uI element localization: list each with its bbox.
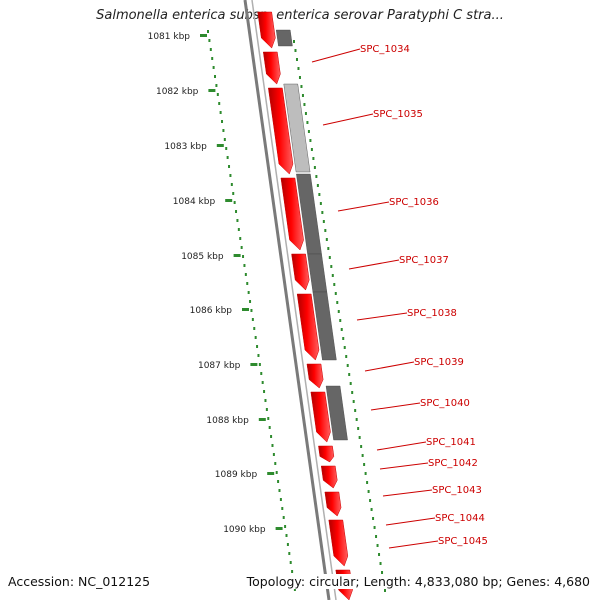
forward-gene-1 (257, 11, 276, 49)
forward-gene-12 (328, 519, 349, 567)
forward-gene-10 (320, 465, 338, 489)
forward-gene-2 (262, 51, 281, 85)
scale-tick (233, 254, 241, 257)
topology-info: Topology: circular; Length: 4,833,080 bp… (246, 574, 590, 589)
forward-gene-8 (310, 391, 331, 443)
gene-label: SPC_1039 (414, 357, 464, 368)
gene-label: SPC_1045 (438, 536, 488, 547)
genome-title: Salmonella enterica subsp. enterica sero… (96, 8, 504, 23)
scale-tick (258, 418, 266, 421)
gene-label: SPC_1035 (373, 109, 423, 120)
gene-leader-line (356, 312, 408, 321)
gene-block-6 (325, 385, 348, 441)
gene-label: SPC_1038 (407, 308, 457, 319)
scale-label: 1082 kbp (156, 87, 199, 97)
scale-tick (242, 308, 249, 311)
gene-label: SPC_1044 (435, 513, 485, 524)
scale-label: 1090 kbp (223, 525, 266, 535)
backbone-outer (243, 0, 331, 600)
gene-leader-line (388, 540, 439, 549)
gene-label: SPC_1036 (389, 197, 439, 208)
gene-leader-line (322, 113, 374, 126)
gene-leader-line (337, 201, 390, 212)
scale-tick (216, 144, 224, 147)
gene-label: SPC_1043 (432, 485, 482, 496)
gc-dots-outer (293, 40, 387, 592)
gene-leader-line (370, 402, 421, 411)
scale-tick (267, 472, 275, 475)
gene-block-1 (275, 29, 293, 47)
gene-leader-line (376, 441, 427, 451)
forward-gene-6 (296, 293, 320, 361)
gene-leader-line (382, 489, 433, 497)
gene-leader-line (311, 48, 361, 63)
gene-block-5 (312, 291, 337, 361)
scale-tick (225, 199, 233, 202)
backbone-inner (251, 0, 337, 600)
scale-label: 1086 kbp (190, 306, 233, 316)
scale-label: 1089 kbp (215, 470, 258, 480)
scale-tick (200, 34, 207, 37)
gene-label: SPC_1034 (360, 44, 410, 55)
gene-block-2 (283, 83, 311, 173)
scale-tick (250, 363, 258, 366)
gene-leader-line (379, 462, 429, 470)
gene-leader-line (364, 361, 415, 372)
forward-gene-7 (306, 363, 324, 389)
forward-gene-4 (280, 177, 304, 251)
gene-leader-line (385, 517, 436, 526)
scale-tick (275, 527, 283, 530)
forward-gene-3 (268, 87, 294, 175)
gene-label: SPC_1037 (399, 255, 449, 266)
scale-label: 1088 kbp (206, 416, 249, 426)
gene-label: SPC_1042 (428, 458, 478, 469)
scale-label: 1087 kbp (198, 361, 241, 371)
scale-tick (208, 89, 216, 92)
gene-label: SPC_1041 (426, 437, 476, 448)
gene-leader-line (348, 259, 400, 270)
scale-label: 1085 kbp (181, 252, 224, 262)
gene-block-4 (307, 253, 328, 293)
forward-gene-5 (291, 253, 310, 291)
accession-label: Accession: NC_012125 (8, 574, 151, 589)
scale-label: 1083 kbp (164, 142, 207, 152)
scale-label: 1081 kbp (148, 32, 191, 42)
forward-gene-9 (318, 445, 335, 463)
gc-dots-inner (207, 30, 296, 591)
scale-label: 1084 kbp (173, 197, 216, 207)
forward-gene-11 (324, 491, 342, 517)
gene-label: SPC_1040 (420, 398, 470, 409)
